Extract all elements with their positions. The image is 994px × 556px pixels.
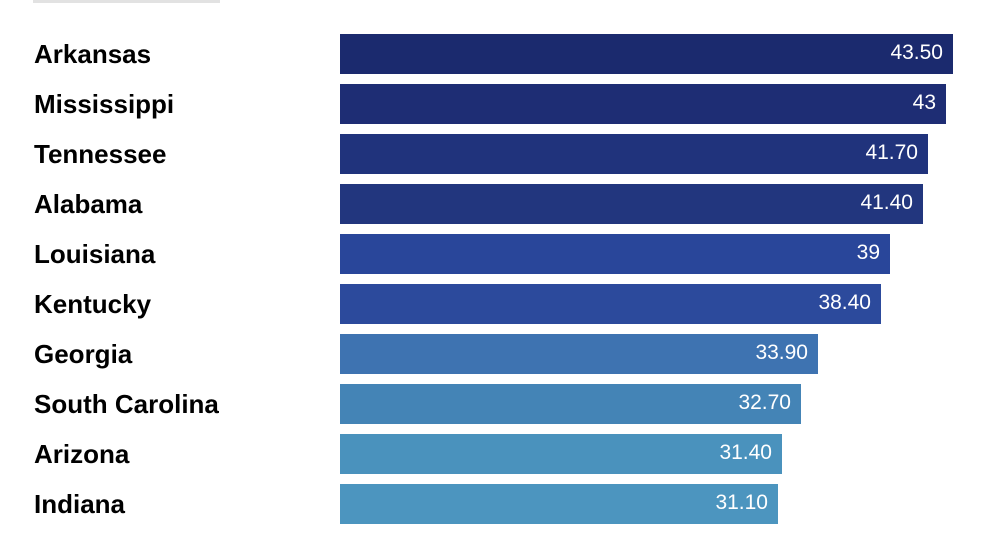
value-label: 32.70 — [738, 391, 791, 414]
value-label: 43.50 — [890, 41, 943, 64]
bar — [340, 484, 778, 524]
category-label: Kentucky — [34, 289, 152, 319]
category-label: Indiana — [34, 489, 126, 519]
bar — [340, 434, 782, 474]
category-label: Louisiana — [34, 239, 156, 269]
value-label: 38.40 — [818, 291, 871, 314]
bar — [340, 184, 923, 224]
top-divider — [33, 0, 220, 3]
category-label: Mississippi — [34, 89, 174, 119]
bar — [340, 234, 890, 274]
category-label: Georgia — [34, 339, 133, 369]
category-label: Arizona — [34, 439, 130, 469]
value-label: 41.70 — [865, 141, 918, 164]
value-label: 43 — [913, 91, 936, 114]
category-label: Tennessee — [34, 139, 166, 169]
category-label: Alabama — [34, 189, 143, 219]
value-label: 39 — [857, 241, 880, 264]
bar — [340, 284, 881, 324]
bar — [340, 384, 801, 424]
category-label: Arkansas — [34, 39, 151, 69]
value-label: 33.90 — [755, 341, 808, 364]
bar — [340, 134, 928, 174]
bar — [340, 84, 946, 124]
value-label: 41.40 — [860, 191, 913, 214]
bar — [340, 34, 953, 74]
category-label: South Carolina — [34, 389, 219, 419]
value-label: 31.40 — [719, 441, 772, 464]
value-label: 31.10 — [715, 491, 768, 514]
bar — [340, 334, 818, 374]
